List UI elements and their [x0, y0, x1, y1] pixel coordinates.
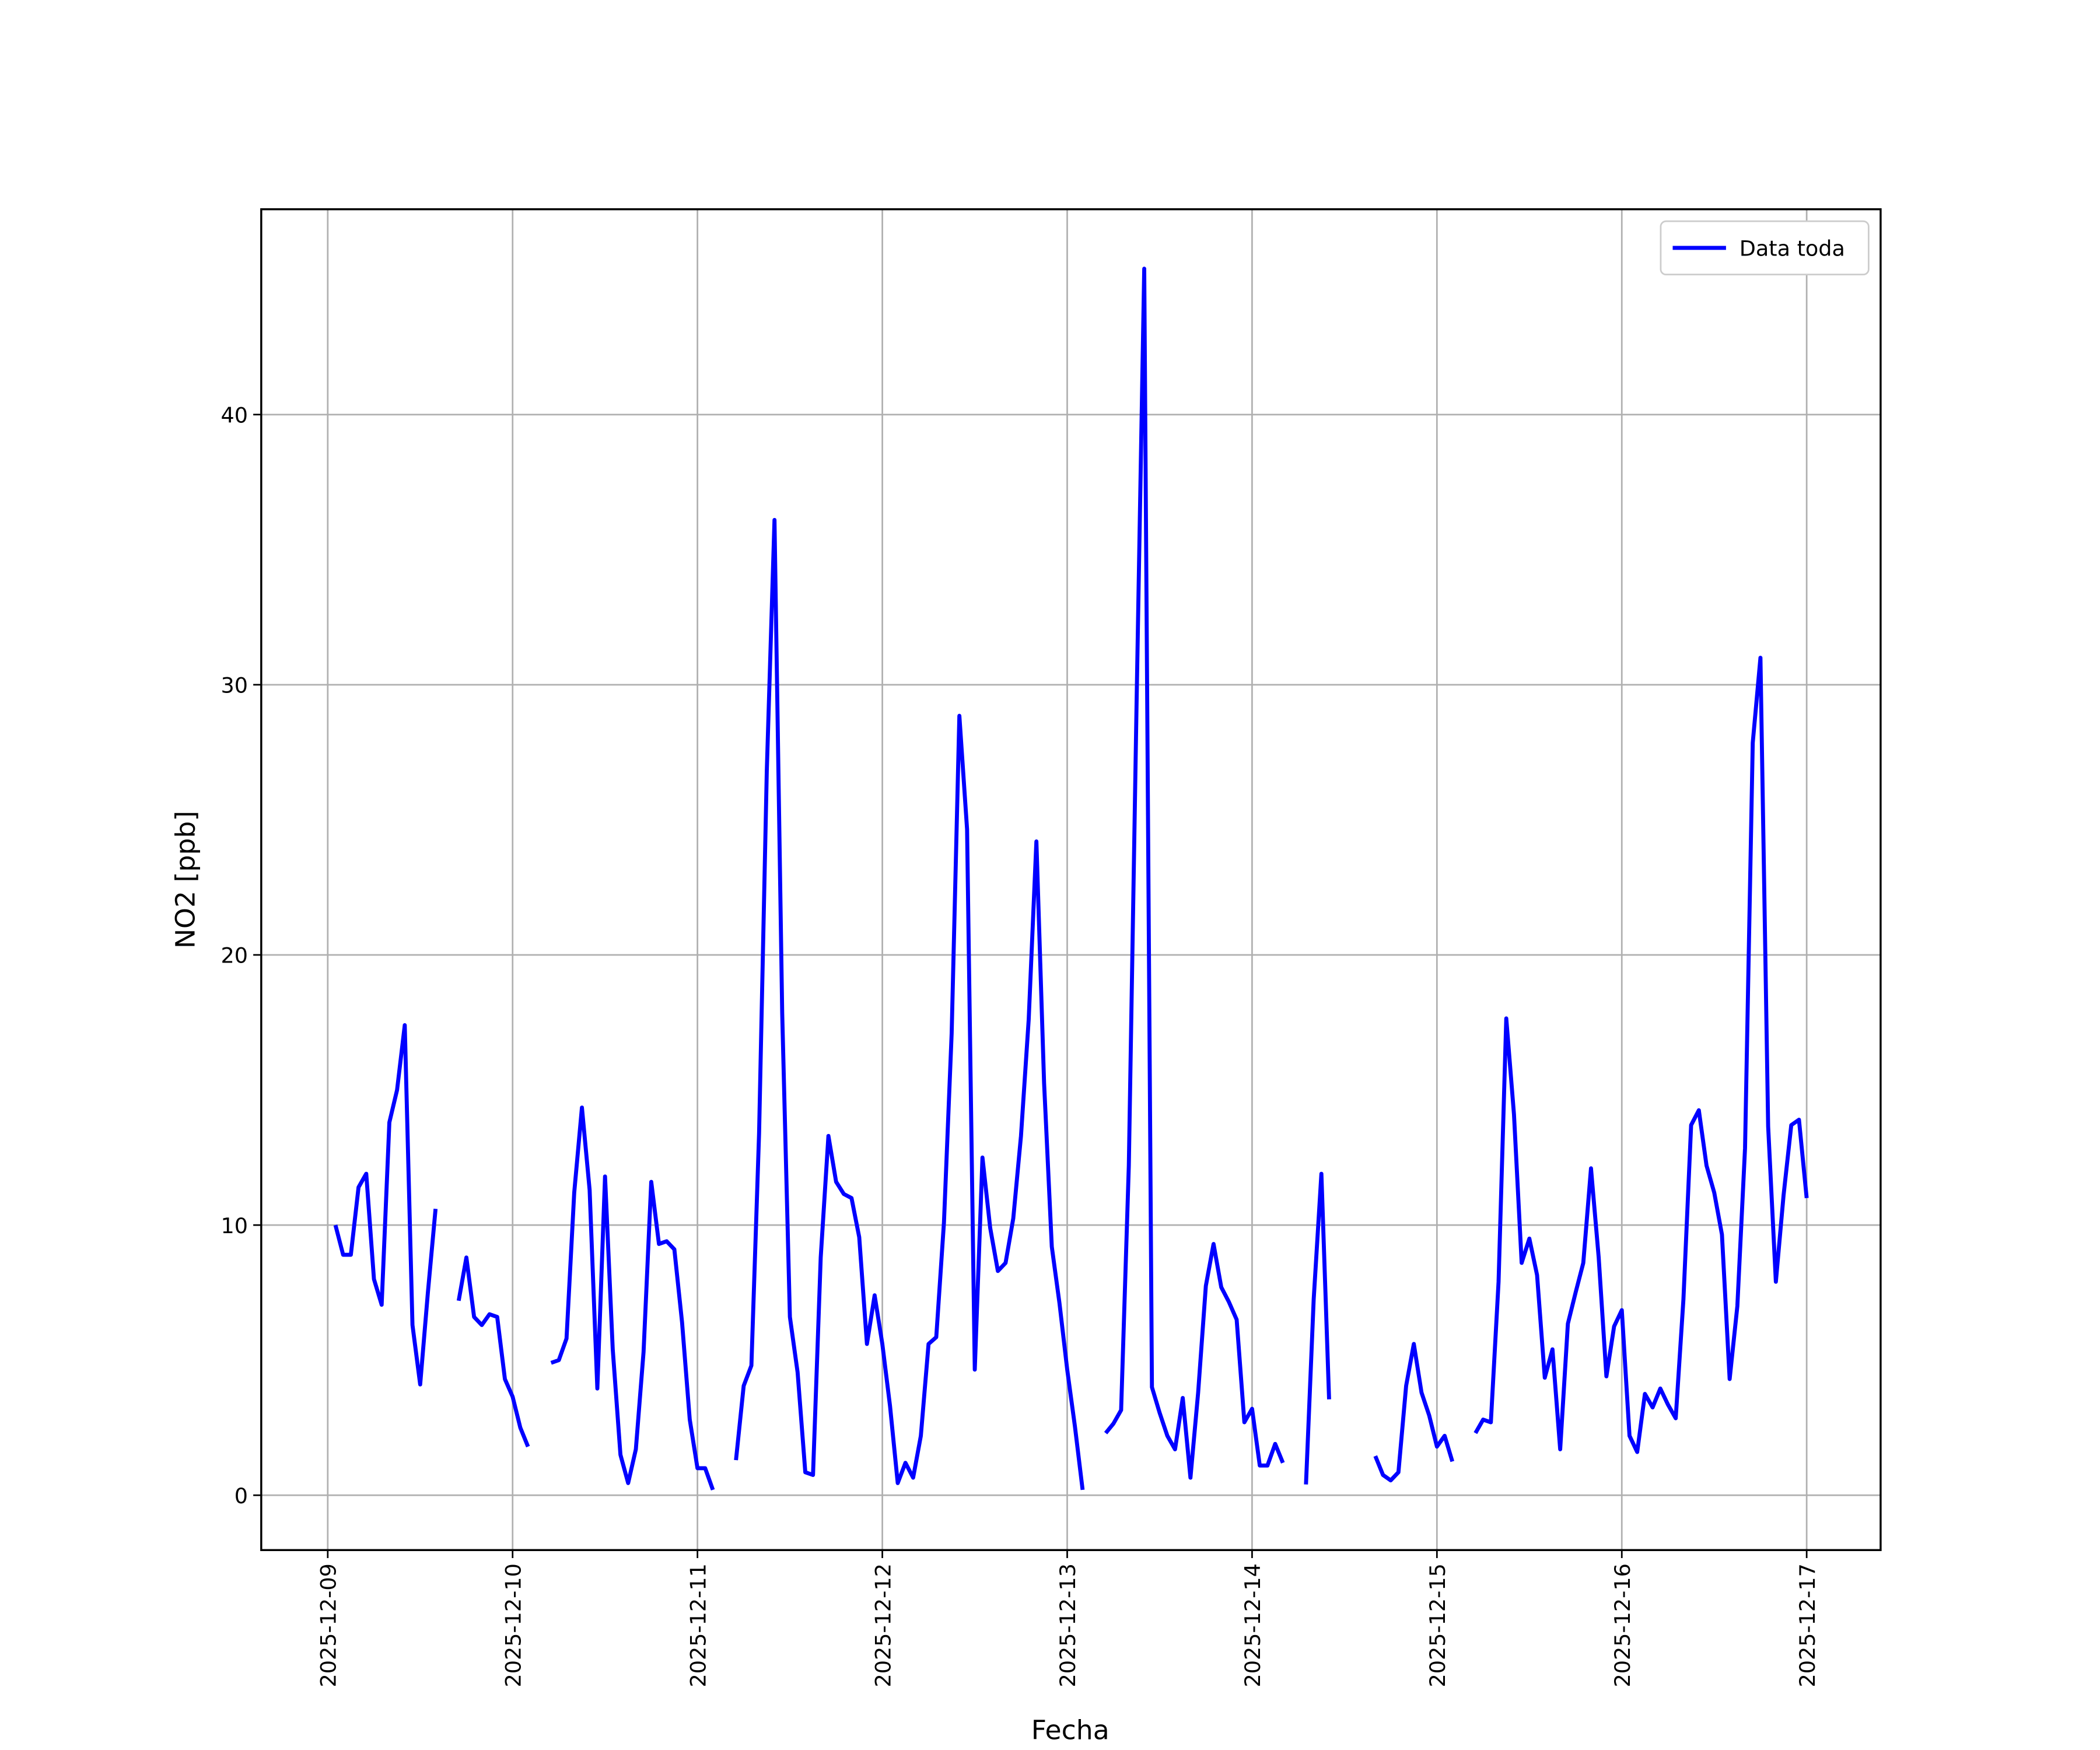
x-axis-label: Fecha — [1031, 1715, 1110, 1746]
y-tick-label: 30 — [220, 673, 248, 698]
x-tick-label: 2025-12-11 — [685, 1563, 710, 1687]
x-tick-label: 2025-12-17 — [1795, 1563, 1820, 1687]
x-tick-label: 2025-12-10 — [501, 1563, 526, 1687]
legend-label: Data toda — [1740, 236, 1845, 261]
x-tick-label: 2025-12-13 — [1055, 1563, 1080, 1687]
y-tick-label: 10 — [220, 1213, 248, 1238]
x-tick-label: 2025-12-12 — [870, 1563, 895, 1687]
legend-box — [1660, 220, 1870, 276]
data-line — [333, 267, 1809, 1491]
x-tick-label: 2025-12-14 — [1240, 1563, 1265, 1687]
y-tick-label: 40 — [220, 402, 248, 428]
x-tick-label: 2025-12-15 — [1425, 1563, 1450, 1687]
y-tick-label: 20 — [220, 943, 248, 968]
y-axis-label: NO2 [ppb] — [170, 811, 201, 949]
y-tick-label: 0 — [235, 1483, 248, 1508]
plot-frame — [260, 208, 1882, 1551]
x-tick-label: 2025-12-16 — [1610, 1563, 1635, 1687]
x-tick-label: 2025-12-09 — [316, 1563, 341, 1687]
